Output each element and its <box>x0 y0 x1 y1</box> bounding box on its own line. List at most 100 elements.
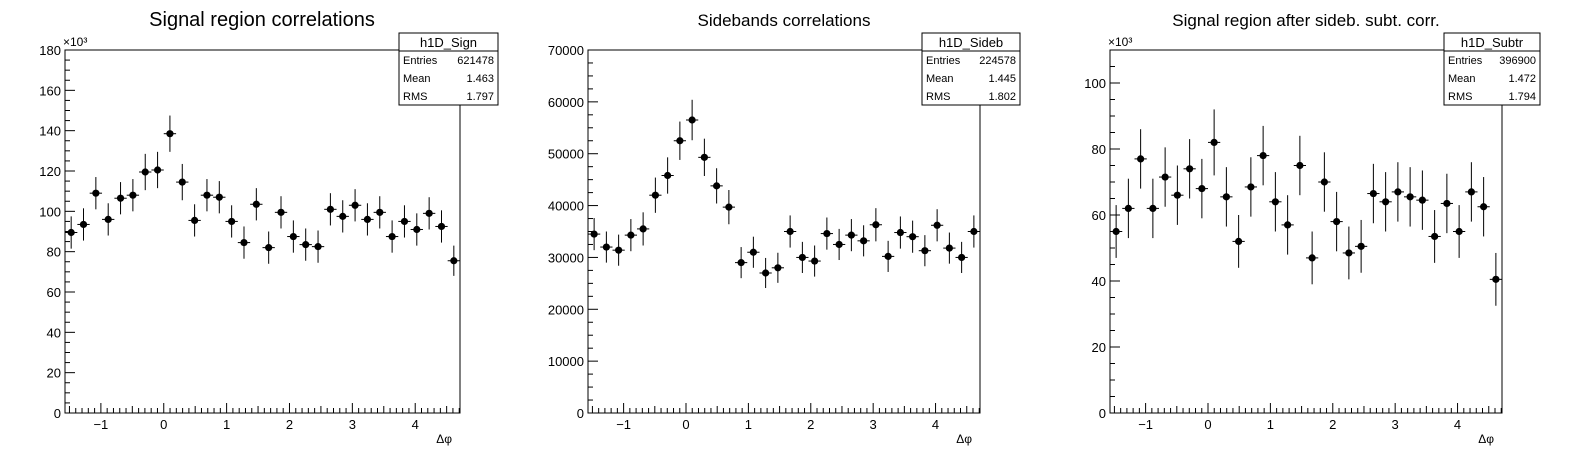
data-point <box>627 231 635 239</box>
data-point <box>639 225 647 233</box>
x-tick-label: 2 <box>807 417 814 432</box>
data-point <box>1259 152 1267 160</box>
stats-label: RMS <box>1448 91 1472 103</box>
data-point <box>823 229 831 238</box>
y-tick-label: 100 <box>1084 76 1106 91</box>
data-point <box>1284 221 1292 229</box>
data-point <box>798 253 806 262</box>
data-point <box>79 220 88 229</box>
y-tick-label: 60 <box>1092 208 1106 223</box>
data-point <box>1320 178 1328 186</box>
x-tick-label: 0 <box>1204 417 1211 432</box>
chart-panel-1: Signal region correlations02040608010012… <box>39 9 499 446</box>
y-tick-label: 70000 <box>548 43 584 58</box>
stats-label: Entries <box>926 55 961 67</box>
data-point <box>203 191 211 199</box>
stats-value: 1.802 <box>988 91 1016 103</box>
data-point <box>1308 254 1316 262</box>
x-tick-label: −1 <box>616 417 631 432</box>
data-point <box>400 217 409 226</box>
y-tick-label: 30000 <box>548 250 584 265</box>
x-tick-label: 1 <box>1267 417 1274 432</box>
stats-value: 1.445 <box>988 73 1016 85</box>
x-axis-label: Δφ <box>956 432 972 446</box>
stats-label: RMS <box>926 91 950 103</box>
data-point <box>1137 155 1145 163</box>
stats-box <box>398 32 499 106</box>
y-tick-label: 50000 <box>548 147 584 162</box>
data-point <box>1296 161 1304 170</box>
data-point <box>1455 227 1463 236</box>
data-point <box>713 182 721 190</box>
data-point <box>153 166 162 174</box>
stats-label: Mean <box>1448 73 1476 85</box>
data-point <box>835 240 843 249</box>
chart-panel-3: Signal region after sideb. subt. corr. 0 2… <box>1084 11 1541 446</box>
data-point <box>774 264 782 272</box>
data-point <box>388 232 396 241</box>
data-point <box>762 269 770 277</box>
data-point <box>847 231 855 239</box>
stats-label: Mean <box>403 73 431 85</box>
data-point <box>700 153 708 161</box>
y-tick-label: 60 <box>47 285 61 300</box>
data-point <box>129 191 137 199</box>
y-tick-label: 0 <box>54 406 61 421</box>
x-tick-label: 2 <box>1329 417 1336 432</box>
data-point <box>302 241 310 249</box>
stats-name: h1D_Sign <box>420 35 477 50</box>
x-tick-label: 4 <box>1454 417 1461 432</box>
x-tick-label: 0 <box>682 417 689 432</box>
x-tick-label: 2 <box>286 417 293 432</box>
data-point <box>437 222 446 231</box>
y-tick-label: 140 <box>39 124 61 139</box>
data-point <box>314 243 322 251</box>
data-point <box>1443 199 1451 208</box>
data-point <box>1418 196 1426 204</box>
data-point <box>933 221 941 229</box>
data-point <box>1173 191 1181 199</box>
stats-label: Entries <box>1448 55 1483 67</box>
data-point <box>339 212 347 220</box>
y-tick-label: 160 <box>39 83 61 98</box>
data-point <box>615 246 623 254</box>
data-point <box>909 233 917 241</box>
data-point <box>651 191 659 199</box>
data-point <box>67 228 75 237</box>
stats-box <box>921 32 1021 106</box>
x-tick-label: −1 <box>1138 417 1153 432</box>
data-point <box>116 194 125 202</box>
x-tick-label: 1 <box>223 417 230 432</box>
stats-name: h1D_Subtr <box>1461 35 1524 50</box>
data-point <box>1406 193 1414 201</box>
y-tick-label: 20 <box>47 366 61 381</box>
stats-name: h1D_Sideb <box>939 35 1003 50</box>
y-tick-label: 100 <box>39 204 61 219</box>
data-point <box>166 130 174 138</box>
data-point <box>921 247 929 255</box>
data-point <box>450 257 458 265</box>
data-point <box>725 203 733 211</box>
x-tick-label: 3 <box>1392 417 1399 432</box>
y-tick-label: 40000 <box>548 199 584 214</box>
data-point <box>178 178 186 186</box>
x-tick-label: −1 <box>93 417 108 432</box>
chart-title: Signal region correlations <box>149 9 375 31</box>
stats-value: 1.463 <box>466 73 494 85</box>
data-point <box>590 230 598 238</box>
data-point <box>252 200 260 208</box>
data-point <box>1394 188 1402 196</box>
x-axis-label: Δφ <box>436 432 452 446</box>
data-point <box>1149 204 1157 212</box>
data-point <box>1235 237 1243 245</box>
data-point <box>363 215 372 223</box>
data-point <box>958 253 966 262</box>
data-point <box>1345 249 1353 257</box>
x-tick-label: 0 <box>160 417 167 432</box>
plot-frame <box>1109 49 1503 414</box>
y-tick-label: 180 <box>39 43 61 58</box>
stats-value: 1.472 <box>1508 73 1536 85</box>
data-point <box>1247 183 1255 191</box>
data-point <box>1467 188 1475 196</box>
